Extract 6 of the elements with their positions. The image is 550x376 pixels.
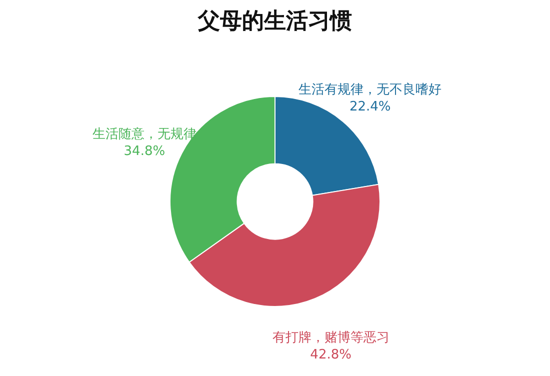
data-label: 34.8% [124,144,166,159]
slice-label: 有打牌，赌博等恶习 [272,330,390,346]
slice-label: 生活有规律，无不良嗜好 [298,82,442,98]
data-label: 42.8% [310,347,352,362]
data-label: 22.4% [349,99,391,114]
chart-title: 父母的生活习惯 [197,9,352,34]
